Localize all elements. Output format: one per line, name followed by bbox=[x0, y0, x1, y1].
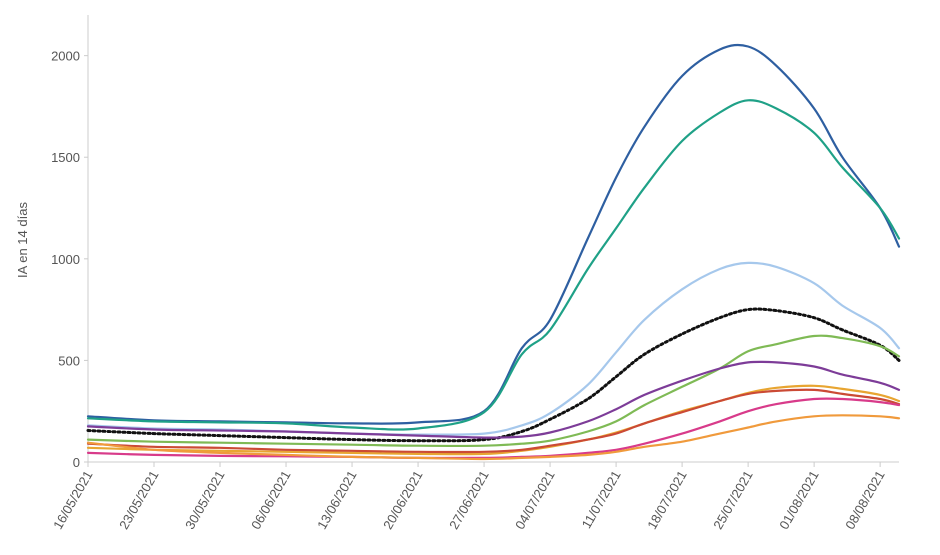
series-line-10 bbox=[86, 414, 901, 461]
series-line-1 bbox=[86, 43, 901, 425]
series-line-9 bbox=[86, 397, 901, 460]
y-tick-label: 1000 bbox=[51, 252, 80, 267]
series-line-5 bbox=[86, 334, 901, 448]
x-tick-label: 11/07/2021 bbox=[579, 468, 624, 531]
series-line-3 bbox=[86, 261, 901, 436]
series-line-2 bbox=[86, 99, 901, 431]
x-tick-label: 23/05/2021 bbox=[116, 468, 162, 532]
y-tick-label: 2000 bbox=[51, 49, 80, 64]
y-tick-label: 1500 bbox=[51, 150, 80, 165]
x-tick-label: 04/07/2021 bbox=[512, 468, 558, 532]
x-tick-label: 25/07/2021 bbox=[710, 468, 756, 532]
x-tick-label: 16/05/2021 bbox=[50, 468, 96, 532]
y-axis-title: IA en 14 días bbox=[15, 202, 30, 278]
y-tick-label: 500 bbox=[58, 353, 80, 368]
x-tick-label: 30/05/2021 bbox=[182, 468, 228, 532]
x-tick-label: 08/08/2021 bbox=[842, 468, 888, 532]
y-tick-label: 0 bbox=[73, 455, 80, 470]
series-line-8 bbox=[86, 388, 901, 454]
series-line-6 bbox=[86, 360, 901, 439]
x-tick-label: 27/06/2021 bbox=[446, 468, 492, 532]
x-tick-label: 20/06/2021 bbox=[380, 468, 426, 532]
series-line-4 bbox=[86, 307, 901, 443]
x-tick-label: 06/06/2021 bbox=[248, 468, 294, 532]
y-axis: 0 500 1000 1500 2000 bbox=[51, 15, 89, 470]
series-line-7 bbox=[86, 384, 901, 456]
x-tick-label: 18/07/2021 bbox=[644, 468, 690, 532]
x-tick-label: 01/08/2021 bbox=[776, 468, 822, 532]
x-axis: 16/05/2021 23/05/2021 30/05/2021 06/06/2021… bbox=[50, 461, 899, 532]
x-tick-label: 13/06/2021 bbox=[314, 468, 360, 532]
series-group bbox=[86, 43, 901, 461]
